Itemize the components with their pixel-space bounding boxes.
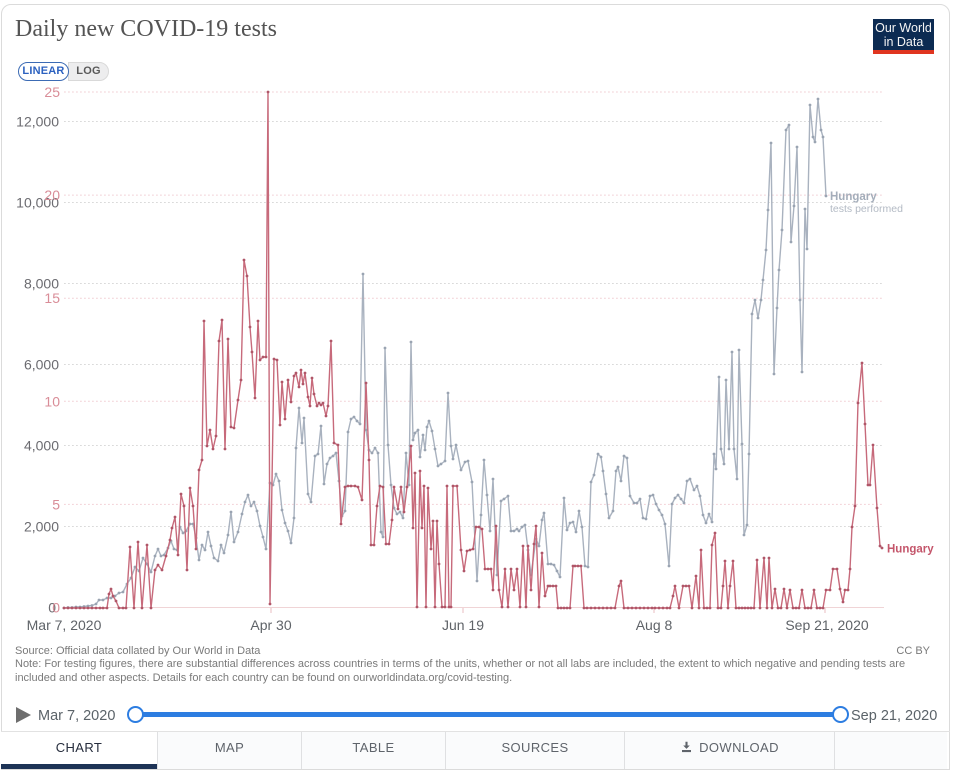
- svg-text:25: 25: [44, 84, 60, 100]
- svg-text:Aug 8: Aug 8: [636, 617, 673, 633]
- svg-text:20: 20: [44, 187, 60, 203]
- svg-text:6,000: 6,000: [24, 357, 59, 373]
- svg-text:0: 0: [48, 600, 56, 616]
- svg-text:Jun 19: Jun 19: [442, 617, 484, 633]
- svg-text:2,000: 2,000: [24, 519, 59, 535]
- svg-text:tests performed: tests performed: [830, 203, 903, 215]
- svg-text:Hungary: Hungary: [887, 544, 934, 556]
- svg-text:4,000: 4,000: [24, 438, 59, 454]
- svg-text:0: 0: [52, 600, 60, 616]
- svg-text:Apr 30: Apr 30: [250, 617, 291, 633]
- svg-text:15: 15: [44, 290, 60, 306]
- svg-text:12,000: 12,000: [16, 114, 59, 130]
- svg-text:10: 10: [44, 393, 60, 409]
- svg-text:Hungary: Hungary: [830, 191, 877, 203]
- svg-text:10,000: 10,000: [16, 195, 59, 211]
- svg-text:Mar 7, 2020: Mar 7, 2020: [27, 617, 102, 633]
- svg-text:Sep 21, 2020: Sep 21, 2020: [785, 617, 869, 633]
- svg-text:8,000: 8,000: [24, 276, 59, 292]
- svg-text:5: 5: [52, 496, 60, 512]
